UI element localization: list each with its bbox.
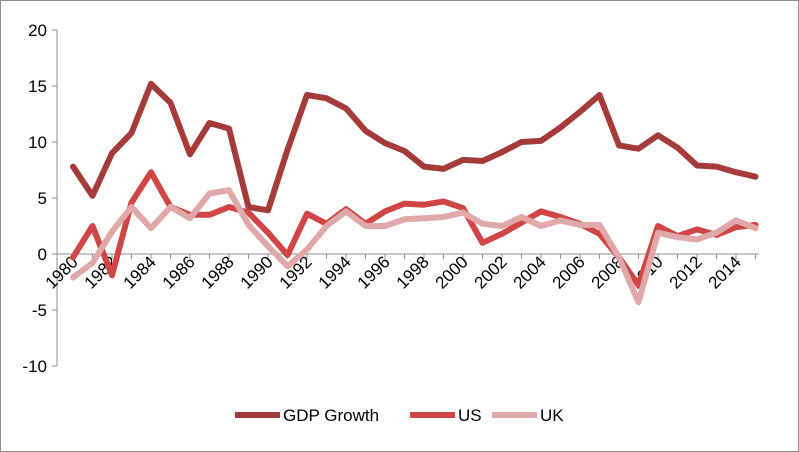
legend-label: US xyxy=(458,406,482,425)
y-tick-label: 10 xyxy=(28,133,47,152)
legend-item-gdp-growth: GDP Growth xyxy=(235,406,379,425)
x-tick-label: 2002 xyxy=(471,252,511,292)
legend-label: GDP Growth xyxy=(283,406,379,425)
legend-label: UK xyxy=(540,406,564,425)
x-tick-label: 2012 xyxy=(666,252,706,292)
legend: GDP Growth US UK xyxy=(235,406,564,425)
x-tick-label: 1986 xyxy=(159,252,199,292)
x-tick-label: 1998 xyxy=(393,252,433,292)
x-tick-label: 1990 xyxy=(237,252,277,292)
x-tick-label: 1988 xyxy=(198,252,238,292)
y-tick-label: -10 xyxy=(22,357,47,376)
x-tick-label: 2006 xyxy=(549,252,589,292)
y-tick-label: -5 xyxy=(32,301,47,320)
legend-item-us: US xyxy=(410,406,482,425)
series-layer xyxy=(70,80,759,306)
y-tick-label: 20 xyxy=(28,21,47,40)
y-axis: 20 15 10 5 0 -5 -10 xyxy=(22,21,58,376)
y-tick-label: 5 xyxy=(38,189,47,208)
x-tick-label: 2004 xyxy=(510,252,550,292)
x-tick-label: 2014 xyxy=(705,252,745,292)
series-line-gdp-growth xyxy=(70,80,759,214)
x-tick-label: 1994 xyxy=(315,252,355,292)
y-tick-label: 0 xyxy=(38,245,47,264)
x-tick-label: 1996 xyxy=(354,252,394,292)
legend-item-uk: UK xyxy=(492,406,564,425)
y-tick-label: 15 xyxy=(28,77,47,96)
x-tick-label: 1984 xyxy=(120,252,160,292)
series-line-uk xyxy=(70,187,759,306)
x-tick-label: 2000 xyxy=(432,252,472,292)
